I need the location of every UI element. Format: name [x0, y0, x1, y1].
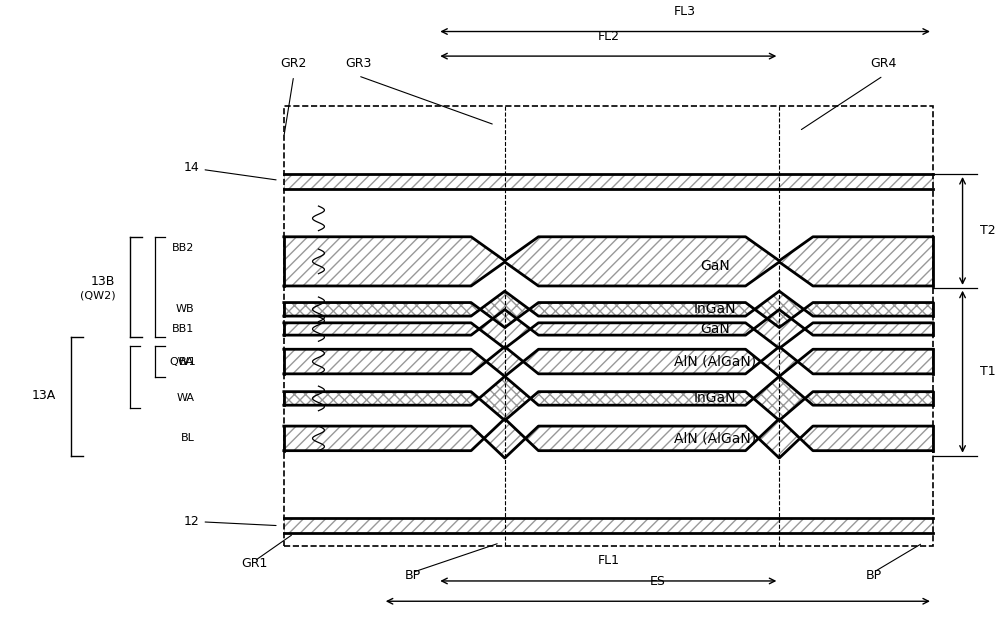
Polygon shape [284, 291, 933, 328]
Text: GaN: GaN [700, 322, 730, 336]
Polygon shape [284, 310, 933, 349]
Text: InGaN: InGaN [694, 302, 736, 316]
Text: T1: T1 [980, 365, 996, 378]
Text: BB1: BB1 [172, 324, 195, 334]
Text: QW1: QW1 [170, 357, 197, 366]
Polygon shape [284, 347, 933, 376]
Text: FL3: FL3 [674, 5, 696, 18]
Text: GR1: GR1 [241, 557, 267, 570]
Text: BA: BA [179, 357, 195, 366]
Text: AlN (AlGaN): AlN (AlGaN) [674, 431, 756, 446]
Text: GaN: GaN [700, 260, 730, 273]
Text: BL: BL [181, 433, 195, 443]
Text: 12: 12 [184, 515, 276, 528]
Text: ES: ES [650, 575, 666, 588]
Bar [284, 106, 933, 546]
Polygon shape [284, 376, 933, 420]
Text: FL2: FL2 [597, 30, 619, 43]
Text: FL1: FL1 [597, 554, 619, 567]
Text: GR3: GR3 [345, 57, 371, 70]
Text: 14: 14 [184, 161, 276, 180]
Text: InGaN: InGaN [694, 391, 736, 405]
Polygon shape [284, 518, 933, 533]
Text: WB: WB [176, 304, 195, 315]
Text: BP: BP [405, 569, 421, 582]
Text: WA: WA [177, 394, 195, 404]
Text: AlN (AlGaN): AlN (AlGaN) [674, 355, 756, 368]
Text: 13A: 13A [32, 389, 56, 402]
Text: GR2: GR2 [281, 57, 307, 70]
Polygon shape [284, 237, 933, 286]
Text: GR4: GR4 [870, 57, 896, 70]
Polygon shape [284, 419, 933, 458]
Polygon shape [284, 174, 933, 189]
Text: (QW2): (QW2) [80, 291, 115, 301]
Text: BB2: BB2 [172, 243, 195, 253]
Text: BP: BP [865, 569, 881, 582]
Text: T2: T2 [980, 224, 996, 237]
Text: 13B: 13B [91, 275, 115, 288]
